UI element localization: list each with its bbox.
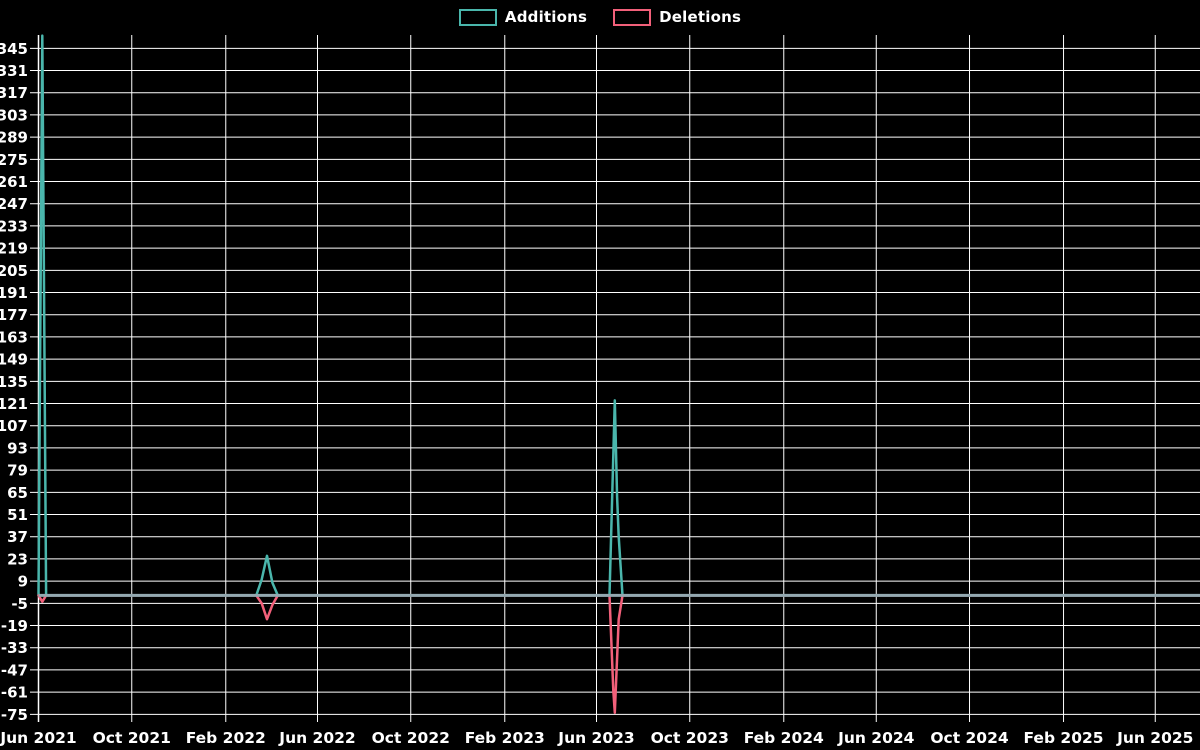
- y-tick-label: 9: [18, 573, 28, 591]
- y-tick-label: 317: [0, 84, 28, 102]
- y-tick-label: 79: [7, 462, 28, 480]
- y-tick-label: 163: [0, 328, 28, 346]
- x-tick-label: Jun 2024: [837, 729, 915, 747]
- additions-swatch-icon: [458, 8, 497, 26]
- x-tick-label: Oct 2023: [651, 729, 729, 747]
- deletions-swatch-icon: [613, 8, 652, 26]
- x-tick-label: Jun 2023: [557, 729, 634, 747]
- y-tick-label: -75: [1, 706, 28, 724]
- y-tick-label: 149: [0, 351, 28, 369]
- y-tick-label: 37: [7, 528, 28, 546]
- x-tick-label: Feb 2024: [744, 729, 824, 747]
- x-tick-label: Oct 2021: [93, 729, 171, 747]
- y-tick-label: 191: [0, 284, 28, 302]
- y-tick-label: 65: [7, 484, 28, 502]
- y-tick-label: -19: [1, 617, 28, 635]
- x-tick-label: Feb 2022: [186, 729, 266, 747]
- y-tick-label: 289: [0, 129, 28, 147]
- y-tick-label: 93: [7, 439, 28, 457]
- x-tick-label: Feb 2025: [1023, 729, 1103, 747]
- legend-label-deletions: Deletions: [659, 8, 742, 26]
- legend-label-additions: Additions: [504, 8, 588, 26]
- y-tick-label: 247: [0, 195, 28, 213]
- y-tick-label: 275: [0, 151, 28, 169]
- y-tick-label: 303: [0, 106, 28, 124]
- y-tick-label: -61: [1, 684, 28, 702]
- y-tick-label: 23: [7, 550, 28, 568]
- x-tick-label: Jun 2025: [1116, 729, 1193, 747]
- y-tick-label: 107: [0, 417, 28, 435]
- x-tick-label: Jun 2022: [278, 729, 355, 747]
- x-tick-label: Jun 2021: [0, 729, 77, 747]
- y-tick-label: -47: [1, 661, 28, 679]
- y-tick-label: 121: [0, 395, 28, 413]
- y-tick-label: 205: [0, 262, 28, 280]
- x-tick-label: Oct 2022: [372, 729, 450, 747]
- legend-item-deletions[interactable]: Deletions: [613, 8, 741, 26]
- y-tick-label: 331: [0, 62, 28, 80]
- additions-line: [37, 34, 1200, 597]
- y-tick-label: 261: [0, 173, 28, 191]
- y-tick-label: 233: [0, 217, 28, 235]
- y-tick-label: -33: [1, 639, 28, 657]
- x-tick-label: Oct 2024: [930, 729, 1009, 747]
- y-tick-label: 345: [0, 40, 28, 58]
- x-tick-label: Feb 2023: [465, 729, 545, 747]
- legend-item-additions[interactable]: Additions: [458, 8, 588, 26]
- y-tick-label: -5: [11, 595, 28, 613]
- deletions-line: [37, 594, 1200, 714]
- y-tick-label: 177: [0, 306, 28, 324]
- y-tick-label: 219: [0, 240, 28, 258]
- y-tick-label: 51: [7, 506, 28, 524]
- chart-legend: Additions Deletions: [0, 8, 1200, 26]
- y-tick-label: 135: [0, 373, 28, 391]
